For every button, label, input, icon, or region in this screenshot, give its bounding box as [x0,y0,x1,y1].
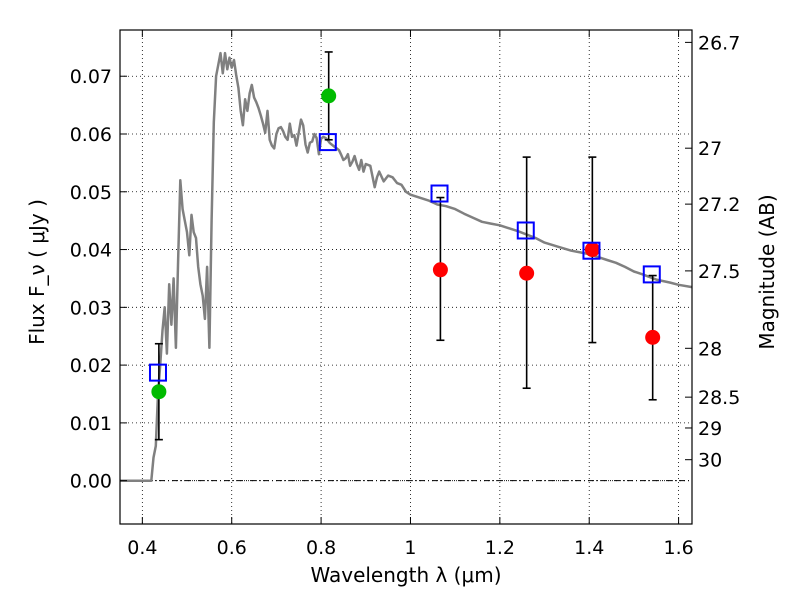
plot-frame [119,29,693,525]
x-tick-label: 1.2 [485,537,515,559]
template-spectrum [120,51,693,482]
y-tick-label: 0.07 [70,66,112,88]
y-tick-label: 0.04 [70,240,112,262]
y-tick-label: 0.01 [70,413,112,435]
x-tick-label: 1 [404,537,416,559]
y2-tick-label: 28.5 [698,387,740,409]
template-spectrum-line [120,51,693,482]
observed-point [432,262,448,278]
x-axis: 0.4 0.6 0.8 1 1.2 1.4 1.6 [127,30,694,559]
y-tick-label: 0.02 [70,355,112,377]
x-tick-label: 1.4 [574,537,604,559]
y2-axis-label: Magnitude (AB) [755,194,779,349]
x-tick-label: 0.8 [306,537,336,559]
y-tick-label: 0.05 [70,182,112,204]
y2-tick-label: 27.2 [698,194,740,216]
observed-point [321,88,337,104]
y-axis-label: Flux F_ν ( μJy ) [25,199,49,345]
observed-point [645,329,661,345]
y2-tick-label: 27.5 [698,261,740,283]
y-axis-left: 0.00 0.01 0.02 0.03 0.04 0.05 0.06 0.07 [70,66,127,493]
observed-point [584,242,600,258]
x-tick-label: 1.6 [663,537,693,559]
model-square [582,241,601,260]
observed-point [519,265,535,281]
x-tick-label: 0.6 [217,537,247,559]
observed-points [151,88,661,400]
x-tick-label: 0.4 [127,537,157,559]
model-photometry-squares [148,133,661,382]
y2-tick-label: 29 [698,418,722,440]
model-square [148,363,167,382]
model-square [642,265,661,284]
y2-tick-label: 28 [698,338,722,360]
y-tick-label: 0.03 [70,297,112,319]
model-square [318,133,337,152]
y2-tick-label: 27 [698,138,722,160]
y2-tick-label: 26.7 [698,32,740,54]
y2-tick-label: 30 [698,450,722,472]
y-axis-right: 26.7 27 27.2 27.5 28 28.5 29 30 [685,32,740,472]
x-axis-label: Wavelength λ (μm) [310,563,501,587]
model-square [430,184,449,203]
y-tick-label: 0.06 [70,124,112,146]
y-tick-label: 0.00 [70,471,112,493]
model-square [516,221,535,240]
observed-point [151,384,167,400]
plot-area [119,29,693,525]
